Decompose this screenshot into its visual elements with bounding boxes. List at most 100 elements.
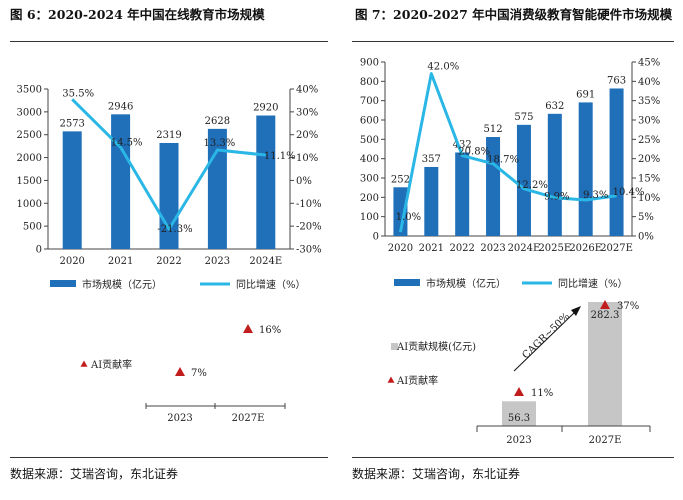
- fig7-ai-legend-marker-label: AI贡献率: [396, 374, 438, 387]
- fig7-source: 数据来源：艾瑞咨询，东北证券: [352, 467, 521, 481]
- fig6-left-tick-label: 0: [36, 245, 42, 256]
- fig7-right-tick-label: 30%: [638, 116, 660, 127]
- fig7-bar-label: 691: [576, 89, 595, 100]
- fig7-right-tick-label: 25%: [638, 135, 660, 146]
- fig6-left-tick-label: 3500: [17, 85, 42, 96]
- fig7-growth-label: 1.0%: [396, 212, 421, 223]
- fig6-growth-label: -21.3%: [157, 224, 192, 235]
- fig6-ai-category-label: 2023: [167, 413, 192, 424]
- fig7-left-tick-label: 100: [360, 212, 379, 223]
- fig7-ai-legend-bar-label: AI贡献规模(亿元): [396, 340, 476, 353]
- fig7-bar: [578, 102, 593, 236]
- fig7-left-tick-label: 400: [360, 154, 379, 165]
- fig7-cagr-arrow: [513, 310, 577, 372]
- fig6-growth-label: 11.1%: [264, 151, 296, 162]
- fig6-right-tick-label: 0%: [296, 176, 312, 187]
- fig7-left-tick-label: 500: [360, 135, 379, 146]
- fig7-legend-line-label: 同比增速（%）: [558, 277, 628, 290]
- fig7-ai-marker-label: 11%: [531, 388, 553, 399]
- fig7-bar: [424, 166, 439, 236]
- fig7-ai-marker-label: 37%: [617, 301, 639, 312]
- fig7-legend-bar-swatch: [394, 279, 420, 286]
- fig7-right-tick-label: 10%: [638, 193, 660, 204]
- fig7-bar-label: 575: [514, 112, 533, 123]
- fig6-bar-label: 2946: [108, 101, 133, 112]
- fig6-ai-marker-label: 16%: [259, 325, 281, 336]
- fig7-bar: [516, 124, 531, 236]
- fig7-bar: [455, 152, 470, 236]
- fig6-category-label: 2021: [108, 256, 133, 267]
- fig7-right-tick-label: 0%: [638, 232, 654, 243]
- fig7-ai-legend-marker: [387, 376, 395, 383]
- fig7-ai-marker: [514, 387, 524, 396]
- fig6-category-label: 2023: [205, 256, 230, 267]
- fig6-legend-line-label: 同比增速（%）: [236, 278, 306, 291]
- fig6-source: 数据来源：艾瑞咨询，东北证券: [10, 467, 179, 481]
- fig6-left-tick-label: 1500: [17, 176, 42, 187]
- fig7-right-tick-label: 20%: [638, 154, 660, 165]
- fig6-bar-label: 2920: [253, 103, 278, 114]
- fig6-right-tick-label: 40%: [296, 85, 318, 96]
- fig7-left-tick-label: 900: [360, 58, 379, 69]
- fig7-title-rule: [352, 41, 674, 42]
- fig6-right-tick-label: -10%: [296, 199, 322, 210]
- fig7-growth-label: 9.3%: [583, 190, 608, 201]
- fig7-right-tick-label: 35%: [638, 96, 660, 107]
- fig6-bar: [62, 131, 82, 249]
- fig7-growth-label: 20.8%: [458, 147, 490, 158]
- fig7-right-tick-label: 15%: [638, 174, 660, 185]
- fig7-bar-label: 252: [391, 174, 410, 185]
- fig7-title: 图 7：2020-2027 年中国消费级教育智能硬件市场规模: [355, 7, 673, 22]
- fig7-growth-label: 12.2%: [516, 180, 548, 191]
- fig6-growth-line: [71, 98, 266, 231]
- fig7-left-tick-label: 200: [360, 193, 379, 204]
- fig7-left-tick-label: 300: [360, 174, 379, 185]
- fig7-ai-category-label: 2023: [506, 435, 531, 446]
- fig6-left-tick-label: 3000: [17, 107, 42, 118]
- fig6-left-tick-label: 2000: [17, 153, 42, 164]
- fig7-ai-bar: [502, 401, 536, 426]
- fig7-bar-label: 432: [453, 139, 472, 150]
- fig6-ai-legend-label: AI贡献率: [90, 358, 132, 371]
- fig6-source-rule: [10, 457, 328, 458]
- fig7-cagr-annotation: CAGR~50%: [521, 311, 573, 361]
- fig7-left-tick-label: 0: [373, 232, 379, 243]
- fig7-category-label: 2021: [419, 243, 444, 254]
- fig6-ai-marker: [243, 324, 253, 333]
- fig7-ai-legend-bar-swatch: [391, 343, 398, 350]
- fig7-legend-bar-label: 市场规模（亿元）: [426, 277, 506, 290]
- fig7-ai-marker: [600, 300, 610, 309]
- fig6-growth-label: 13.3%: [204, 138, 236, 149]
- fig7-category-label: 2022: [449, 243, 474, 254]
- fig7-left-tick-label: 600: [360, 116, 379, 127]
- fig7-ai-bar-label: 56.3: [508, 413, 530, 424]
- fig7-bar-label: 512: [484, 124, 503, 135]
- fig6-title-rule: [10, 41, 328, 42]
- fig6-left-tick-label: 500: [23, 222, 42, 233]
- fig6-bar: [256, 115, 276, 249]
- fig6-ai-marker-label: 7%: [191, 368, 207, 379]
- fig6-category-label: 2022: [156, 256, 181, 267]
- fig6-right-tick-label: 30%: [296, 107, 318, 118]
- fig6-ai-marker: [175, 367, 185, 376]
- fig6-right-tick-label: 20%: [296, 130, 318, 141]
- fig7-cagr-arrowhead: [571, 306, 581, 316]
- fig7-category-label: 2023: [480, 243, 505, 254]
- fig7-left-tick-label: 800: [360, 77, 379, 88]
- fig7-right-tick-label: 40%: [638, 77, 660, 88]
- fig6-bar-label: 2319: [156, 130, 181, 141]
- fig7-growth-label: 9.9%: [544, 192, 569, 203]
- fig7-growth-line: [398, 72, 617, 233]
- fig6-legend-bar-label: 市场规模（亿元）: [82, 278, 162, 291]
- fig7-category-label: 2025E: [538, 243, 571, 254]
- fig6-bar-label: 2573: [59, 118, 84, 129]
- fig7-right-tick-label: 45%: [638, 58, 660, 69]
- fig7-right-tick-label: 5%: [638, 212, 654, 223]
- fig6-ai-category-label: 2027E: [232, 413, 265, 424]
- fig7-bar-label: 632: [545, 101, 564, 112]
- fig6-left-tick-label: 2500: [17, 130, 42, 141]
- fig6-category-label: 2024E: [249, 256, 282, 267]
- fig7-bar: [393, 187, 408, 236]
- fig7-category-label: 2026E: [569, 243, 602, 254]
